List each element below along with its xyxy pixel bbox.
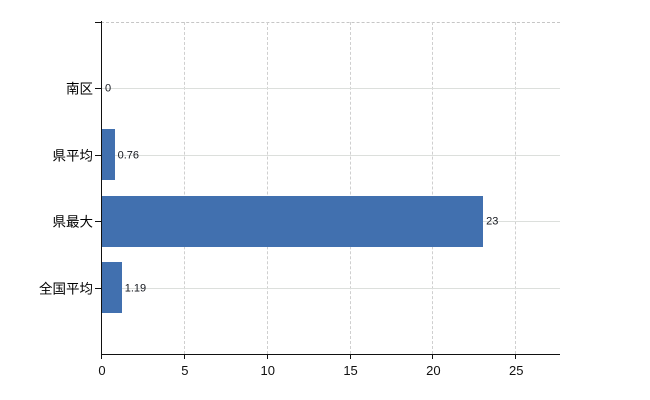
y-axis-line	[101, 21, 102, 354]
horizontal-gridline	[101, 287, 560, 289]
y-axis-tick	[95, 287, 101, 289]
x-tick-label: 5	[181, 363, 189, 378]
horizontal-gridline	[101, 88, 560, 90]
plot-top-border	[101, 22, 560, 23]
x-axis-tick	[266, 354, 268, 359]
x-tick-label: 10	[260, 363, 275, 378]
x-tick-label: 0	[98, 363, 106, 378]
bar	[102, 195, 484, 247]
category-label: 全国平均	[39, 280, 93, 296]
vertical-gridline	[183, 22, 185, 354]
y-axis-tick	[95, 221, 101, 223]
bar-value-label: 0.76	[117, 149, 139, 162]
x-axis-tick	[432, 354, 434, 359]
category-label: 県最大	[52, 214, 94, 230]
bar-value-label: 1.19	[124, 282, 147, 295]
bar	[102, 262, 122, 314]
vertical-gridline	[432, 22, 434, 354]
bar-value-label: 0	[105, 82, 112, 95]
category-label: 南区	[66, 81, 93, 97]
x-tick-label: 20	[426, 363, 441, 378]
y-axis-tick	[95, 154, 101, 156]
y-axis-tick	[95, 22, 101, 23]
x-axis-line	[101, 354, 560, 355]
horizontal-gridline	[101, 154, 560, 156]
x-axis-tick	[183, 354, 185, 359]
bar	[102, 129, 115, 181]
vertical-gridline	[515, 22, 517, 354]
x-axis-tick	[349, 354, 351, 359]
y-axis-tick	[95, 88, 101, 90]
x-tick-label: 15	[343, 363, 358, 378]
x-tick-label: 25	[509, 363, 524, 378]
x-axis-tick	[515, 354, 517, 359]
bar-value-label: 23	[486, 215, 499, 228]
x-axis-tick	[101, 354, 102, 359]
category-label: 県平均	[52, 148, 94, 164]
vertical-gridline	[266, 22, 268, 354]
vertical-gridline	[349, 22, 351, 354]
